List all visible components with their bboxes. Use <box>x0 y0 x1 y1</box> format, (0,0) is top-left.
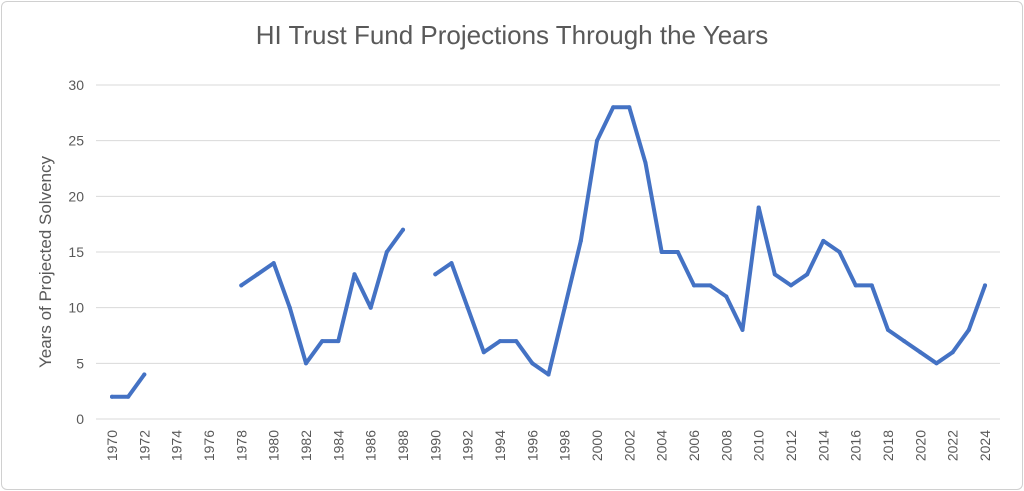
data-point <box>708 283 713 288</box>
data-point <box>724 294 729 299</box>
data-point <box>692 283 696 288</box>
data-point <box>126 394 131 399</box>
data-point <box>384 250 389 254</box>
data-point <box>886 327 890 332</box>
data-point <box>740 327 745 332</box>
x-tick-label: 2004 <box>654 430 670 461</box>
data-point <box>659 250 664 254</box>
data-point <box>627 105 632 110</box>
data-point <box>465 305 470 310</box>
data-point <box>481 350 486 355</box>
series-lines <box>110 105 987 399</box>
data-point <box>983 283 987 288</box>
data-point <box>869 283 874 288</box>
x-tick-label: 2014 <box>815 430 831 461</box>
data-point <box>287 305 292 310</box>
x-tick-label: 1978 <box>233 430 249 461</box>
x-tick-label: 1980 <box>266 430 282 461</box>
data-point <box>789 283 793 288</box>
x-tick-label: 1970 <box>104 430 120 461</box>
data-point <box>304 361 308 366</box>
data-point <box>966 327 971 332</box>
x-tick-label: 2024 <box>977 430 993 461</box>
data-point <box>578 238 583 243</box>
data-point <box>142 372 147 377</box>
data-point <box>772 272 777 277</box>
chart-title: HI Trust Fund Projections Through the Ye… <box>255 20 769 50</box>
data-point <box>918 350 923 355</box>
x-tick-label: 1976 <box>201 430 217 461</box>
data-point <box>336 339 341 344</box>
data-point <box>805 272 810 277</box>
x-tick-label: 2020 <box>912 430 928 461</box>
x-tick-label: 1998 <box>557 430 573 461</box>
series-line-segment <box>433 105 987 377</box>
x-tick-label: 1972 <box>136 430 152 461</box>
data-point <box>401 227 405 232</box>
x-tick-label: 1990 <box>427 430 443 461</box>
data-point <box>950 350 955 355</box>
data-point <box>643 160 648 165</box>
y-tick-label: 0 <box>76 411 84 427</box>
data-point <box>498 339 502 344</box>
x-tick-label: 2018 <box>880 430 896 461</box>
data-point <box>271 261 276 266</box>
x-tick-label: 1996 <box>524 430 540 461</box>
series-line-segment <box>239 227 405 366</box>
data-point <box>546 372 551 377</box>
data-point <box>611 105 616 110</box>
y-tick-label: 5 <box>76 355 84 371</box>
data-point <box>433 272 438 277</box>
x-tick-label: 2012 <box>783 430 799 461</box>
data-point <box>239 283 244 288</box>
y-tick-label: 10 <box>68 300 84 316</box>
x-tick-label: 2006 <box>686 430 702 461</box>
y-tick-label: 20 <box>68 188 84 204</box>
x-tick-label: 2000 <box>589 430 605 461</box>
x-tick-label: 1994 <box>492 430 508 461</box>
x-tick-label: 2002 <box>621 430 637 461</box>
data-point <box>821 238 826 243</box>
x-tick-label: 1992 <box>460 430 476 461</box>
x-tick-labels: 1970 1972 1974 1976 1978 1980 1982 1984 1986 1988… <box>104 430 993 461</box>
data-point <box>352 272 357 277</box>
x-tick-label: 2016 <box>848 430 864 461</box>
data-point <box>756 205 761 210</box>
data-point <box>368 305 373 310</box>
x-tick-label: 1974 <box>169 430 185 461</box>
x-tick-label: 2010 <box>751 430 767 461</box>
data-point <box>110 394 114 399</box>
x-tick-label: 1986 <box>363 430 379 461</box>
y-tick-label: 15 <box>68 244 84 260</box>
data-point <box>934 361 939 366</box>
data-point <box>595 138 599 143</box>
y-tick-label: 30 <box>68 77 84 93</box>
x-tick-label: 1988 <box>395 430 411 461</box>
y-tick-labels: 0 5 10 15 20 25 30 <box>68 77 84 427</box>
data-point <box>320 339 325 344</box>
x-tick-label: 2022 <box>945 430 961 461</box>
series-line-segment <box>110 372 147 399</box>
x-tick-label: 2008 <box>718 430 734 461</box>
data-point <box>449 261 454 266</box>
data-point <box>837 250 842 254</box>
x-tick-label: 1982 <box>298 430 314 461</box>
y-tick-label: 25 <box>68 133 84 149</box>
data-point <box>902 339 907 344</box>
x-tick-label: 1984 <box>330 430 346 461</box>
data-point <box>255 272 260 277</box>
data-point <box>514 339 519 344</box>
data-point <box>853 283 858 288</box>
gridlines <box>96 84 1000 420</box>
data-point <box>675 250 680 254</box>
data-point <box>530 361 535 366</box>
data-point <box>562 305 567 310</box>
